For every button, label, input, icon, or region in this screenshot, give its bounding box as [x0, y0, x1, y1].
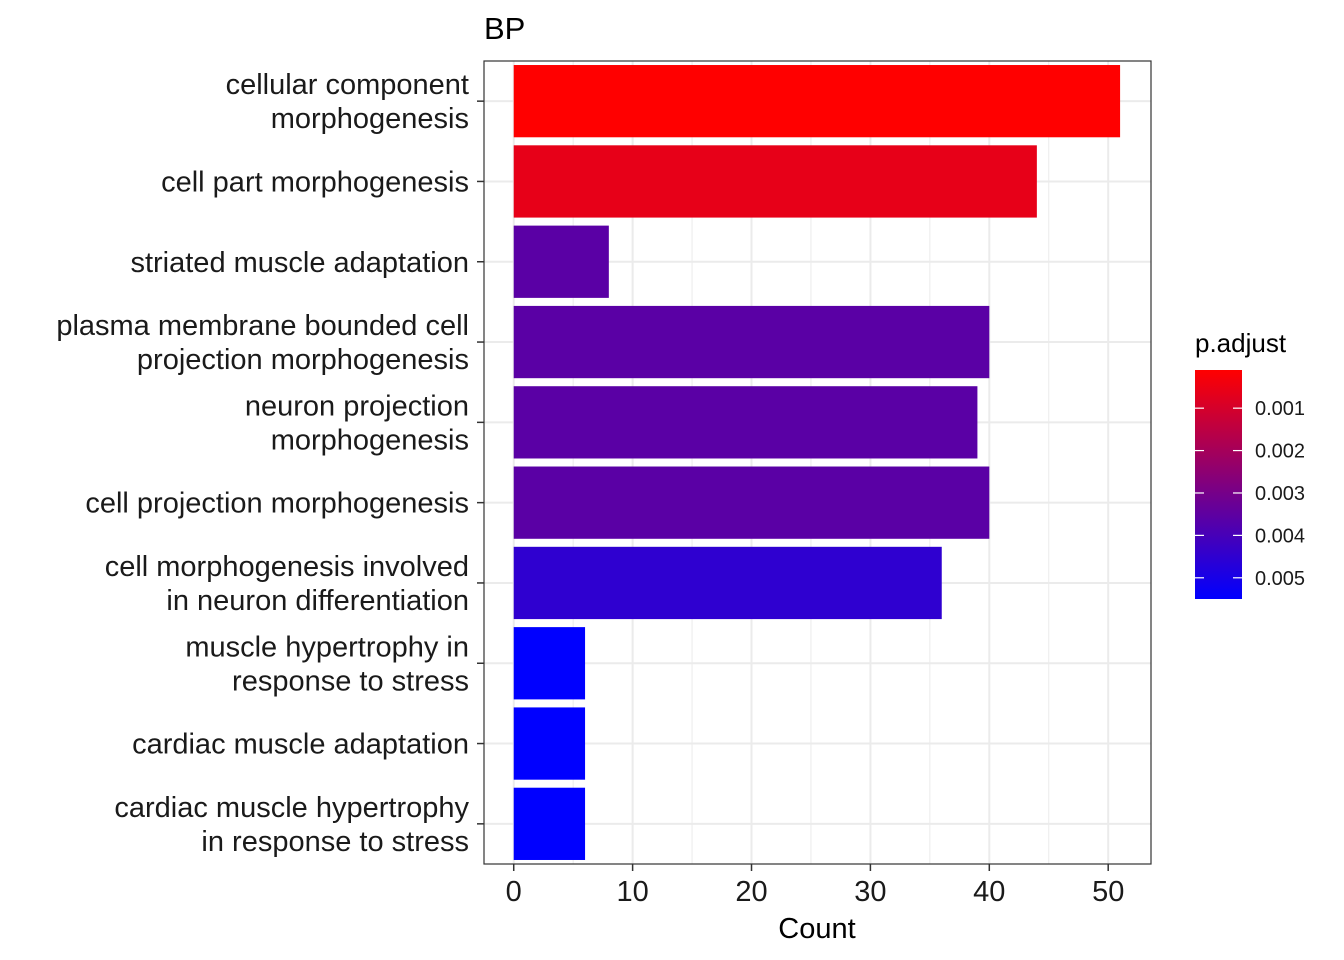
bar [513, 466, 990, 539]
category-labels: cellular component morphogenesis cell part… [56, 69, 484, 858]
bar [513, 225, 609, 298]
category-label: striated muscle adaptation [130, 247, 469, 279]
bar [513, 627, 586, 700]
chart-title: BP [484, 11, 525, 46]
bar [513, 386, 978, 459]
category-label: cell morphogenesis involved in neuron dif… [105, 551, 469, 617]
category-label: muscle hypertrophy in response to stress [185, 631, 469, 697]
category-label: plasma membrane bounded cell projection m… [56, 310, 469, 376]
bar [513, 787, 586, 860]
category-label: cell part morphogenesis [161, 166, 469, 198]
x-tick-label: 40 [973, 876, 1005, 908]
legend-tick-label: 0.002 [1255, 441, 1305, 463]
bar [513, 707, 586, 780]
x-axis-title: Count [778, 913, 855, 945]
category-label: cardiac muscle adaptation [132, 729, 469, 761]
legend-tick-label: 0.001 [1255, 398, 1305, 420]
color-legend: p.adjust 0.001 0.002 0.003 0.004 0.005 [1195, 328, 1305, 599]
legend-ticks: 0.001 0.002 0.003 0.004 0.005 [1195, 398, 1305, 590]
legend-tick-label: 0.003 [1255, 483, 1305, 505]
bar [513, 65, 1121, 138]
bars [513, 65, 1121, 860]
bar [513, 546, 942, 620]
bar [513, 305, 990, 379]
x-tick-label: 20 [735, 876, 767, 908]
x-tick-label: 10 [616, 876, 648, 908]
legend-colorbar [1195, 370, 1242, 599]
bar [513, 145, 1037, 218]
x-axis-ticks: 0 10 20 30 40 50 [506, 864, 1124, 908]
category-label: cellular component morphogenesis [226, 69, 469, 135]
legend-tick-label: 0.005 [1255, 568, 1305, 590]
x-tick-label: 30 [854, 876, 886, 908]
legend-tick-label: 0.004 [1255, 525, 1305, 547]
category-label: cardiac muscle hypertrophy in response to… [114, 792, 469, 858]
x-tick-label: 50 [1092, 876, 1124, 908]
plot-panel-border [483, 60, 1152, 865]
x-tick-label: 0 [506, 876, 522, 908]
legend-title: p.adjust [1195, 328, 1287, 358]
category-label: cell projection morphogenesis [85, 488, 469, 520]
category-label: neuron projection morphogenesis [245, 390, 469, 456]
